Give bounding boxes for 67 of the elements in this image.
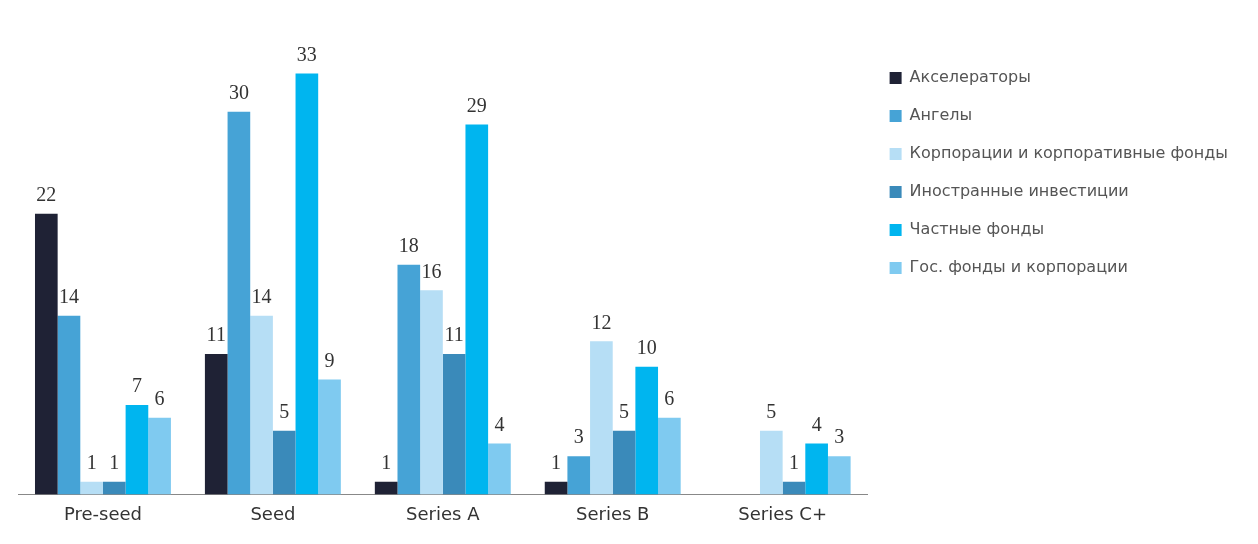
data-label: 1 <box>788 450 799 473</box>
bar <box>567 456 591 495</box>
x-tick-label: Series A <box>406 502 481 524</box>
bar <box>272 430 296 495</box>
data-label: 9 <box>324 348 335 371</box>
data-label: 29 <box>466 93 487 116</box>
bar <box>420 290 443 495</box>
bar <box>318 379 341 495</box>
bar <box>658 417 681 495</box>
data-label: 14 <box>251 285 272 308</box>
bar <box>612 430 636 495</box>
bar <box>442 354 466 495</box>
legend-label: Акселераторы <box>909 67 1031 87</box>
bar <box>827 456 851 495</box>
bar <box>102 481 126 495</box>
bar <box>80 481 103 495</box>
data-label: 1 <box>381 450 392 473</box>
bar <box>204 354 228 495</box>
legend-label: Гос. фонды и корпорации <box>909 257 1128 277</box>
bar <box>590 341 613 495</box>
data-label: 1 <box>109 450 120 473</box>
legend-label: Корпорации и корпоративные фонды <box>909 143 1228 163</box>
x-tick-label: Pre-seed <box>63 502 142 524</box>
bar <box>805 443 828 495</box>
x-tick-label: Seed <box>250 502 296 524</box>
bar <box>148 417 171 495</box>
bar <box>295 73 319 495</box>
data-label: 3 <box>834 425 845 448</box>
data-label: 5 <box>619 399 630 422</box>
x-tick-label: Series C+ <box>738 502 828 524</box>
data-label: 5 <box>766 399 777 422</box>
bar <box>544 481 568 495</box>
data-label: 1 <box>551 450 562 473</box>
bar <box>227 111 251 495</box>
data-label: 5 <box>279 399 290 422</box>
data-label: 18 <box>398 234 419 257</box>
data-label: 1 <box>86 450 97 473</box>
bar <box>759 430 783 495</box>
data-label: 16 <box>421 259 442 282</box>
bar <box>125 405 149 495</box>
bar <box>397 264 421 495</box>
legend-label: Ангелы <box>909 105 973 125</box>
data-label: 11 <box>206 323 226 346</box>
data-label: 6 <box>664 387 675 410</box>
data-label: 7 <box>131 374 142 397</box>
data-label: 30 <box>228 81 249 104</box>
data-label: 11 <box>444 323 464 346</box>
bar <box>34 213 58 495</box>
data-label: 4 <box>494 412 505 435</box>
bar <box>488 443 511 495</box>
data-label: 33 <box>296 42 317 65</box>
data-label: 6 <box>154 387 165 410</box>
data-label: 3 <box>573 425 584 448</box>
legend-label: Иностранные инвестиции <box>909 181 1129 201</box>
data-label: 14 <box>58 285 79 308</box>
data-label: 10 <box>636 336 657 359</box>
bar <box>374 481 398 495</box>
legend-label: Частные фонды <box>909 219 1045 239</box>
bar <box>57 315 81 495</box>
bar <box>782 481 806 495</box>
bar <box>250 315 273 495</box>
data-label: 4 <box>811 412 822 435</box>
x-tick-label: Series B <box>576 502 650 524</box>
bar <box>635 366 659 495</box>
data-label: 12 <box>591 310 612 333</box>
bar <box>465 124 489 495</box>
data-label: 22 <box>36 183 57 206</box>
